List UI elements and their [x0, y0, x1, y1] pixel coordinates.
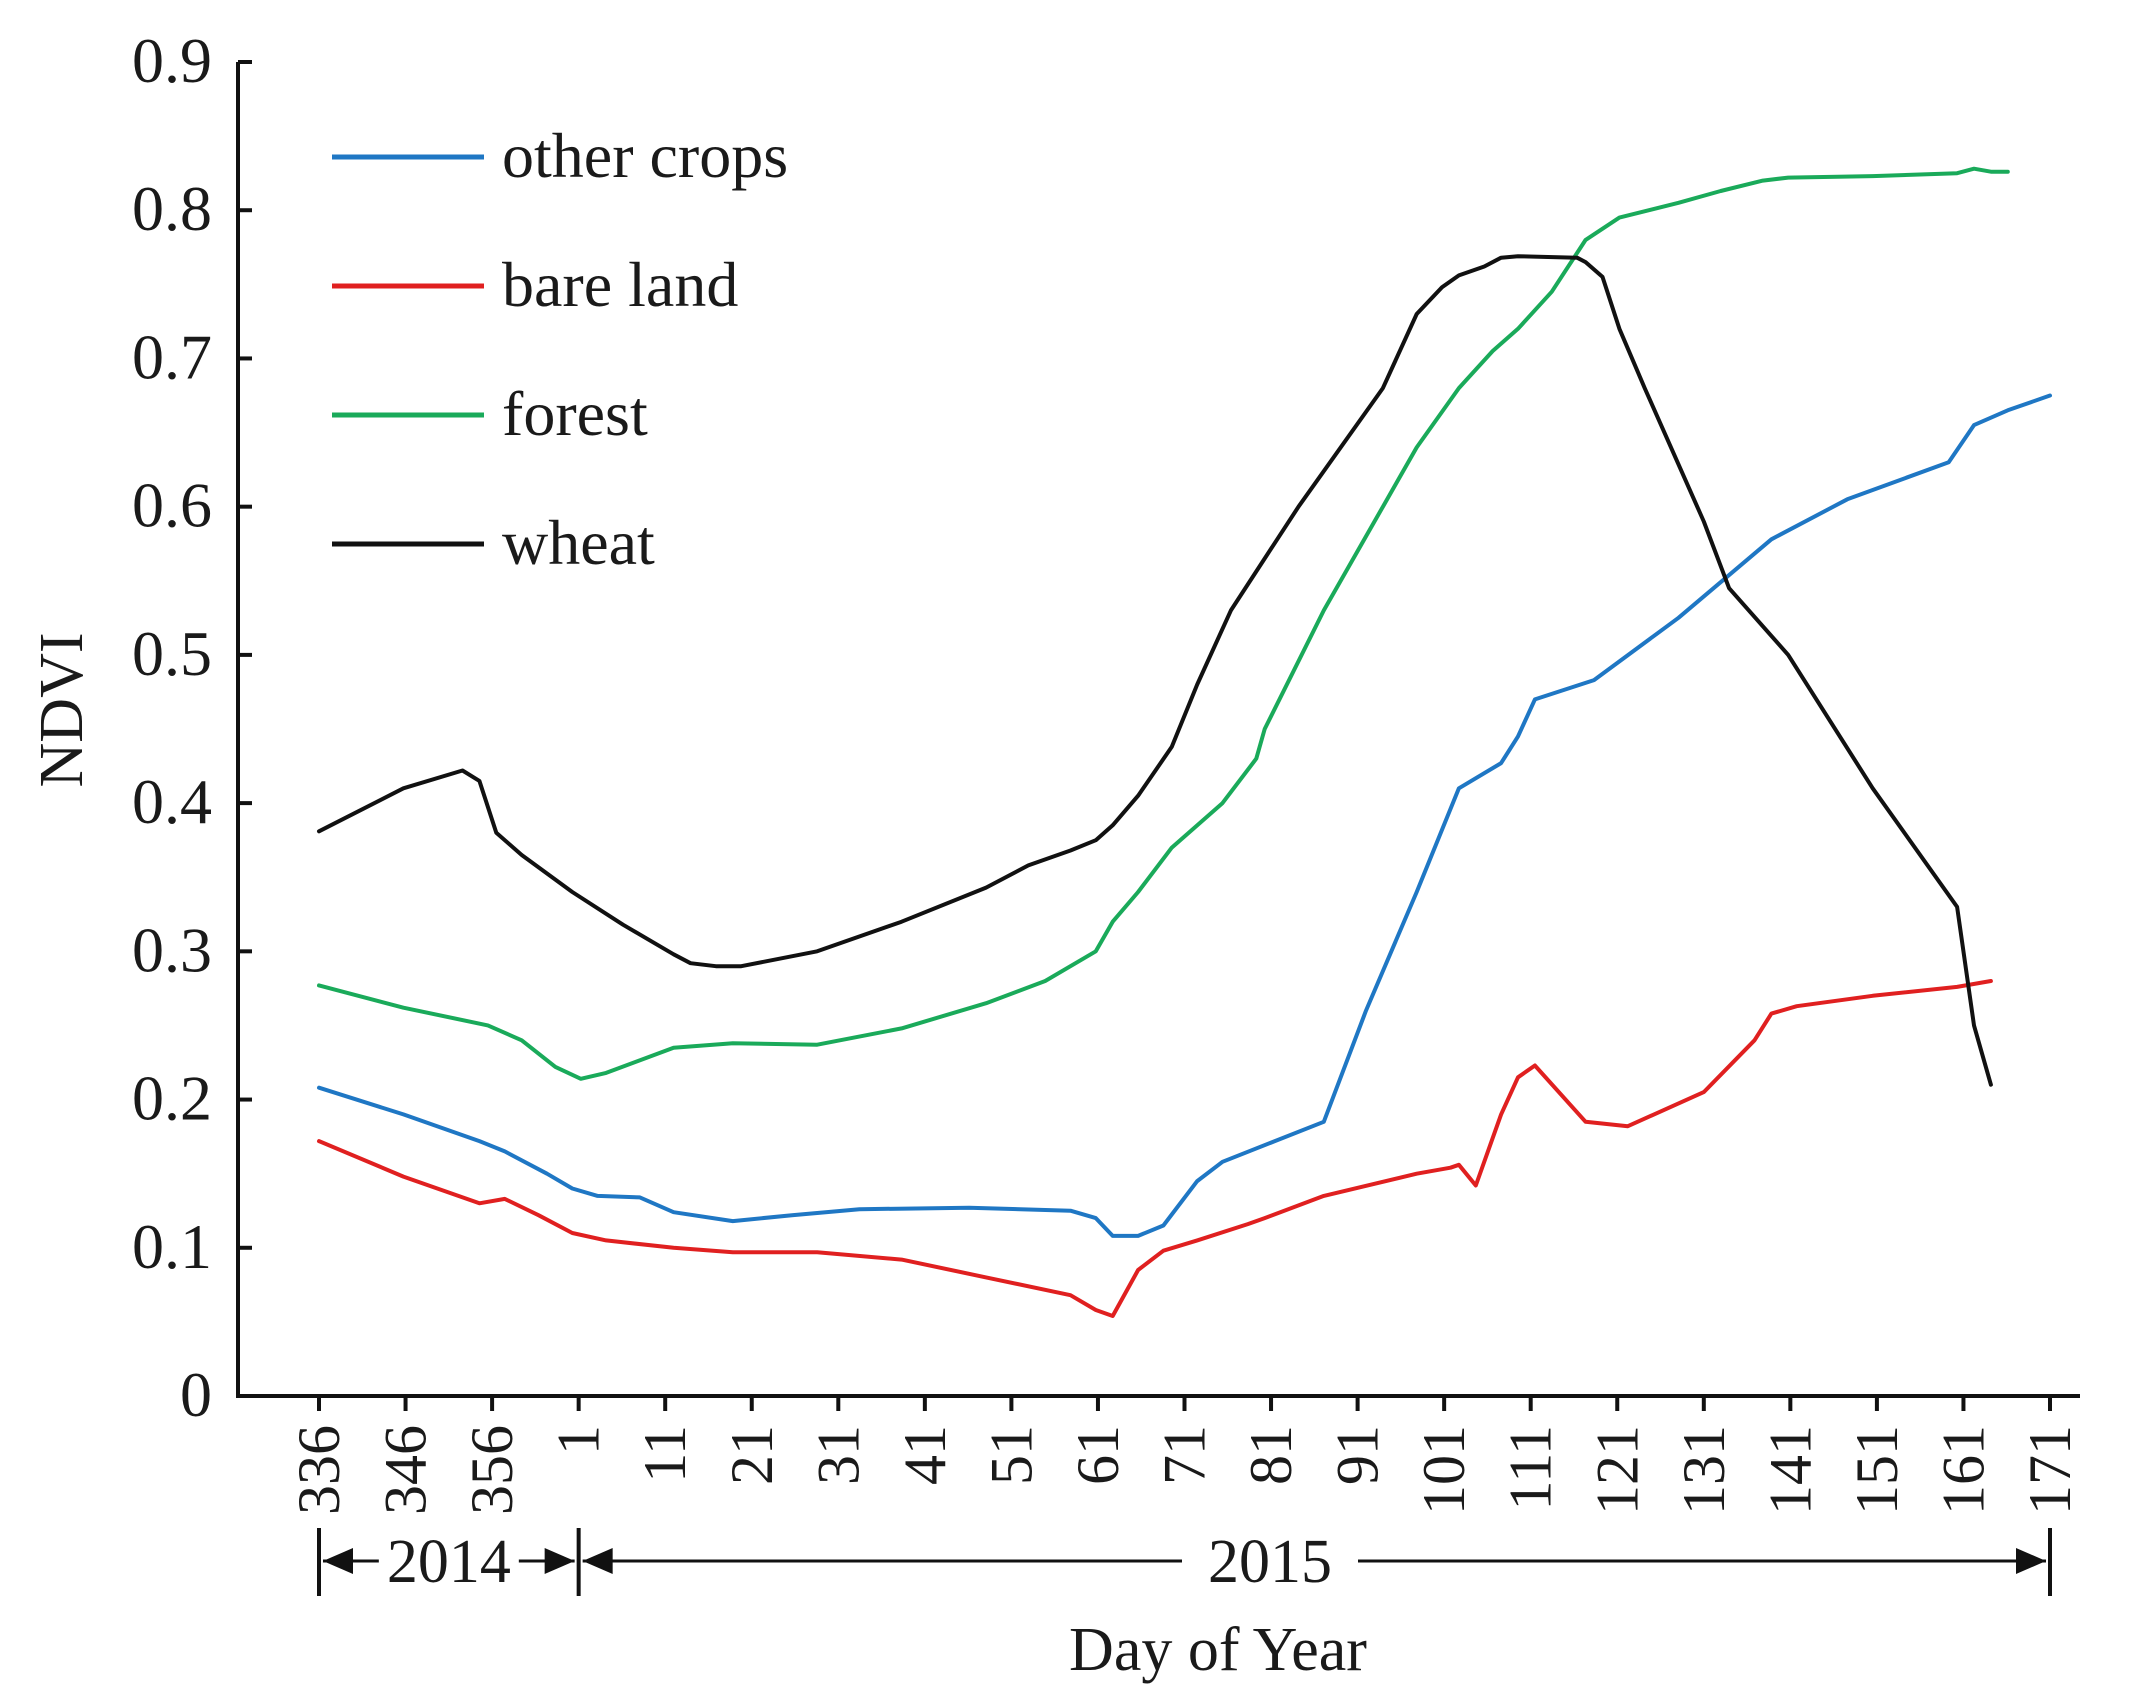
x-tick-label: 51 [978, 1425, 1044, 1485]
series-line-other-crops [317, 393, 2052, 1238]
legend-label: wheat [502, 507, 655, 578]
x-axis-title: Day of Year [1069, 1616, 1367, 1684]
x-tick-label: 356 [459, 1425, 525, 1515]
y-tick-label: 0.7 [132, 321, 212, 392]
x-tick-label: 91 [1325, 1425, 1391, 1485]
y-tick-label: 0.4 [132, 766, 212, 837]
y-tick-label: 0.6 [132, 470, 212, 541]
x-tick-label: 131 [1671, 1425, 1737, 1515]
x-tick-label: 71 [1152, 1425, 1218, 1485]
x-tick-label: 121 [1584, 1425, 1650, 1515]
x-tick-label: 111 [1498, 1425, 1564, 1511]
y-tick-label: 0.3 [132, 914, 212, 985]
x-tick-label: 81 [1238, 1425, 1304, 1485]
legend: other crops bare land forest wheat [332, 120, 788, 578]
year-arrow-head [323, 1548, 353, 1574]
x-tick-label: 171 [2017, 1425, 2083, 1515]
y-axis-title: NDVI [28, 633, 96, 788]
year-spans: 2014 2015 [317, 1528, 2052, 1596]
series-line-wheat [317, 254, 1993, 1087]
legend-label: other crops [502, 120, 788, 191]
x-tick-label: 61 [1065, 1425, 1131, 1485]
x-tick-label: 336 [286, 1425, 352, 1515]
x-tick-label: 141 [1757, 1425, 1823, 1515]
y-tick-label: 0.8 [132, 173, 212, 244]
x-tick-label: 1 [546, 1425, 612, 1455]
y-tick-label: 0 [180, 1359, 212, 1430]
legend-label: forest [502, 378, 648, 449]
x-tick-label: 21 [719, 1425, 785, 1485]
x-tick-label: 101 [1411, 1425, 1477, 1515]
series-lines [317, 166, 2052, 1318]
year-arrow-head [2016, 1548, 2046, 1574]
x-tick-label: 151 [1844, 1425, 1910, 1515]
x-tick-label: 11 [632, 1425, 698, 1483]
year-arrow-head [582, 1548, 613, 1574]
year-arrow-head [544, 1548, 575, 1574]
series-line-forest [317, 166, 2010, 1081]
year-label: 2014 [387, 1528, 511, 1596]
x-axis-ticks: 336 346 356 1 11 21 31 41 51 61 71 81 91 101 111 121 131… [286, 1396, 2083, 1515]
x-tick-label: 161 [1930, 1425, 1996, 1515]
x-tick-label: 31 [805, 1425, 871, 1485]
y-tick-label: 0.9 [132, 25, 212, 96]
series-line-bare-land [317, 979, 1993, 1318]
legend-label: bare land [502, 249, 738, 320]
y-axis-ticks: 0 0.1 0.2 0.3 0.4 0.5 0.6 0.7 0.8 0.9 [132, 25, 252, 1430]
y-tick-label: 0.1 [132, 1211, 212, 1282]
x-tick-label: 41 [892, 1425, 958, 1485]
y-axis-title-group: NDVI [28, 633, 96, 788]
x-tick-label: 346 [373, 1425, 439, 1515]
y-tick-label: 0.2 [132, 1063, 212, 1134]
y-tick-label: 0.5 [132, 618, 212, 689]
year-label: 2015 [1208, 1528, 1332, 1596]
